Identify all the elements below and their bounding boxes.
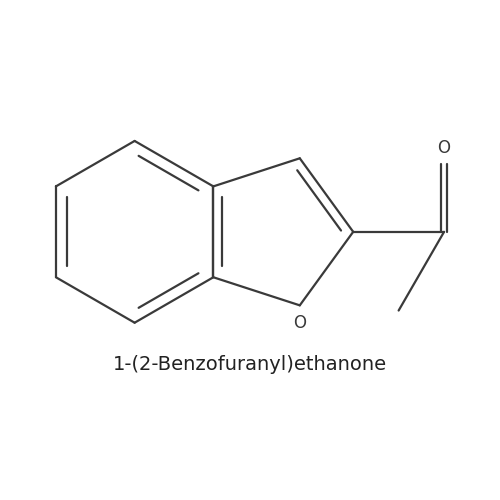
Text: O: O <box>294 314 306 332</box>
Text: 1-(2-Benzofuranyl)ethanone: 1-(2-Benzofuranyl)ethanone <box>113 355 387 374</box>
Text: O: O <box>438 140 450 158</box>
